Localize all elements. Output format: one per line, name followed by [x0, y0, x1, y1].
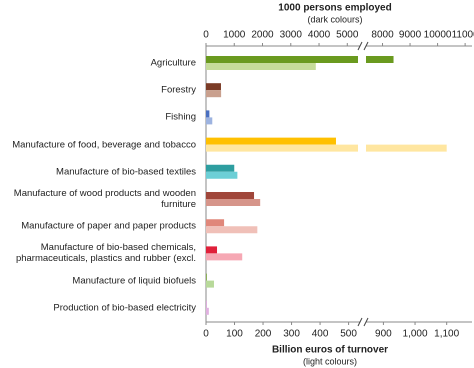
- category-label: Manufacture of wood products and wooden …: [13, 188, 196, 210]
- bottom-tick-label: 200: [255, 329, 272, 340]
- top-tick-label: 5000: [336, 30, 359, 41]
- top-tick-label: 8000: [371, 30, 394, 41]
- employment-bar: [206, 56, 394, 63]
- category-label: Production of bio-based electricity: [53, 302, 196, 314]
- turnover-bar: [206, 90, 222, 98]
- turnover-bar: [206, 171, 238, 179]
- turnover-bar: [206, 117, 213, 125]
- bottom-tick-label: 900: [375, 329, 392, 340]
- turnover-bar: [206, 226, 258, 234]
- axis-break: [357, 317, 369, 327]
- category-label: Manufacture of food, beverage and tobacc…: [12, 139, 196, 151]
- employment-bar: [206, 110, 210, 118]
- turnover-bar: [206, 253, 243, 261]
- employment-bar: [206, 273, 207, 281]
- top-tick-label: 3000: [280, 30, 303, 41]
- top-tick-label: 0: [203, 30, 209, 41]
- top-axis-subtitle: (dark colours): [307, 14, 362, 24]
- top-tick-label: 2000: [251, 30, 274, 41]
- bottom-tick-label: 300: [283, 329, 300, 340]
- category-label: Manufacture of paper and paper products: [21, 220, 196, 232]
- category-label: Manufacture of liquid biofuels: [72, 275, 196, 287]
- bottom-axis-title: Billion euros of turnover: [272, 345, 388, 356]
- employment-bar: [206, 164, 235, 172]
- category-label: Manufacture of bio-based textiles: [56, 166, 196, 178]
- category-label: Agriculture: [150, 57, 196, 69]
- axis-break: [357, 41, 369, 51]
- bottom-tick-label: 0: [203, 329, 209, 340]
- bottom-tick-label: 1,000: [403, 329, 428, 340]
- top-tick-label: 1000: [223, 30, 246, 41]
- category-label: Forestry: [161, 84, 196, 96]
- turnover-bar: [206, 307, 209, 315]
- top-tick-label: 4000: [308, 30, 331, 41]
- turnover-bar: [206, 199, 261, 206]
- category-label: Manufacture of bio-based chemicals, phar…: [15, 242, 196, 265]
- employment-bar: [206, 246, 218, 254]
- employment-bar: [206, 137, 336, 145]
- employment-bar: [206, 83, 221, 91]
- employment-bar: [206, 192, 255, 199]
- bottom-tick-label: 500: [340, 329, 357, 340]
- category-label: Fishing: [165, 111, 196, 123]
- top-tick-label: 9000: [399, 30, 422, 41]
- top-tick-label: 10000: [424, 30, 452, 41]
- bottom-tick-label: 400: [312, 329, 329, 340]
- turnover-bar: [206, 144, 447, 152]
- employment-bar: [206, 300, 207, 308]
- bottom-tick-label: 1,100: [434, 329, 459, 340]
- bottom-tick-label: 100: [226, 329, 243, 340]
- bottom-axis-subtitle: (light colours): [303, 356, 357, 366]
- top-axis-title: 1000 persons employed: [278, 3, 391, 14]
- employment-bar: [206, 219, 225, 227]
- turnover-bar: [206, 63, 316, 70]
- turnover-bar: [206, 280, 214, 288]
